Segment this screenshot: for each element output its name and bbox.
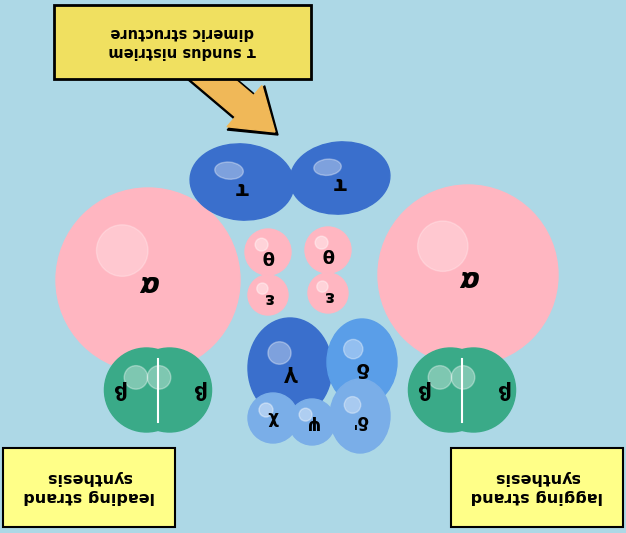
Ellipse shape: [248, 318, 332, 418]
Circle shape: [431, 348, 516, 432]
Circle shape: [128, 348, 212, 432]
Text: α: α: [458, 264, 478, 292]
Circle shape: [96, 225, 148, 276]
Circle shape: [248, 275, 288, 315]
Circle shape: [289, 399, 335, 445]
Text: τ: τ: [334, 173, 347, 193]
Circle shape: [259, 403, 273, 417]
Circle shape: [255, 238, 268, 251]
Text: δ: δ: [355, 358, 369, 376]
Text: β: β: [495, 381, 509, 400]
Text: γ: γ: [283, 365, 297, 385]
Text: β: β: [415, 381, 429, 400]
Circle shape: [257, 283, 268, 294]
Circle shape: [428, 366, 452, 389]
Circle shape: [245, 229, 291, 275]
Circle shape: [56, 188, 240, 372]
Ellipse shape: [344, 340, 363, 359]
Circle shape: [378, 185, 558, 365]
Text: ε: ε: [323, 287, 333, 305]
Circle shape: [451, 366, 475, 389]
FancyBboxPatch shape: [54, 5, 311, 79]
Circle shape: [124, 366, 148, 389]
Text: β: β: [111, 381, 125, 400]
Text: leading strand
synthesis: leading strand synthesis: [23, 470, 155, 504]
Ellipse shape: [290, 142, 390, 214]
Text: ψ: ψ: [305, 415, 319, 433]
Ellipse shape: [327, 319, 397, 405]
Text: τ: τ: [235, 178, 249, 198]
Ellipse shape: [330, 379, 390, 453]
Ellipse shape: [215, 162, 244, 179]
Circle shape: [147, 366, 171, 389]
Circle shape: [317, 281, 328, 292]
Text: β: β: [191, 381, 205, 400]
Text: δ': δ': [352, 411, 368, 429]
Circle shape: [299, 408, 312, 421]
Text: θ: θ: [322, 244, 334, 262]
Circle shape: [105, 348, 188, 432]
FancyArrow shape: [136, 11, 275, 132]
Circle shape: [308, 273, 348, 313]
Circle shape: [418, 221, 468, 271]
Text: ε: ε: [263, 289, 273, 307]
Circle shape: [315, 236, 328, 249]
Ellipse shape: [314, 159, 341, 175]
Ellipse shape: [344, 397, 361, 413]
Circle shape: [305, 227, 351, 273]
Circle shape: [408, 348, 493, 432]
Text: lagging strand
synthesis: lagging strand synthesis: [471, 470, 603, 504]
Text: χ: χ: [268, 411, 279, 429]
Text: τ sundus nistriem
dimeric structure: τ sundus nistriem dimeric structure: [109, 25, 256, 59]
Ellipse shape: [190, 144, 294, 220]
FancyBboxPatch shape: [3, 448, 175, 527]
Text: α: α: [138, 269, 158, 297]
Text: θ: θ: [262, 246, 274, 264]
FancyArrow shape: [138, 13, 278, 135]
FancyBboxPatch shape: [451, 448, 623, 527]
Ellipse shape: [268, 342, 291, 364]
Circle shape: [248, 393, 298, 443]
